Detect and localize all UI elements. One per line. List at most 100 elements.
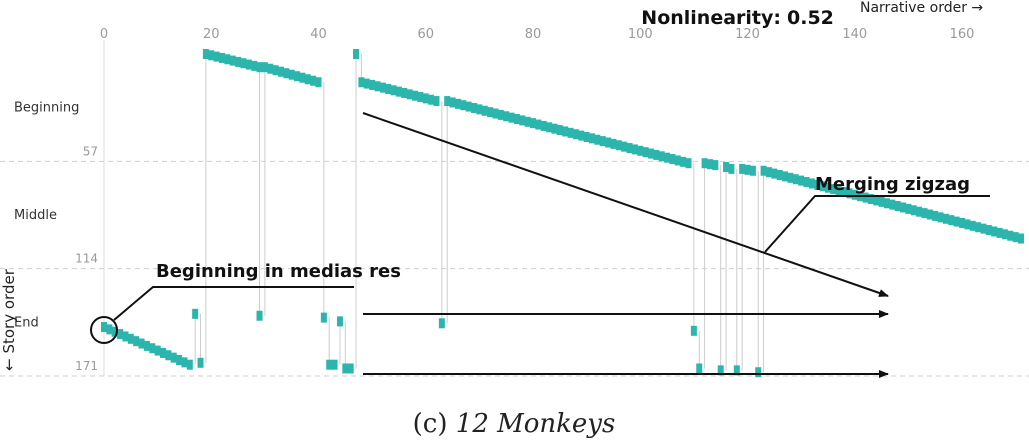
scene-point [733,365,740,376]
scene-point [851,189,858,200]
scene-point [808,178,815,189]
scene-point [342,363,349,374]
x-tick-label: 100 [628,27,653,42]
scene-point [336,316,343,327]
scene-point [508,112,515,123]
scene-point [846,188,853,199]
scene-point [154,345,161,356]
scene-point [685,158,692,169]
scene-point [631,144,638,155]
scene-point [583,131,590,142]
scene-point [310,75,317,86]
annotation-medias-res-text: Beginning in medias res [156,261,401,282]
scene-point [562,126,569,137]
scene-point [739,163,746,174]
scene-point [283,68,290,79]
scene-point [379,82,386,93]
scene-point [551,123,558,134]
scene-point [588,133,595,144]
scene-point [765,167,772,178]
figure-caption: (c) 12 Monkeys [413,409,616,439]
scene-point [1018,233,1024,244]
scene-point [975,222,982,233]
scene-point [824,182,831,193]
scene-point [326,359,333,370]
scene-point [358,77,365,88]
scene-point [524,116,531,127]
scene-point [224,54,231,65]
scene-point [905,203,912,214]
scene-point [755,367,762,378]
scene-point [658,151,665,162]
scene-point [406,89,413,100]
arrow-merging-trend [362,112,889,297]
scene-point [841,186,848,197]
scene-point [492,108,499,119]
scene-point [647,148,654,159]
scene-point [165,350,172,361]
scene-point [122,331,129,342]
scene-point [1001,229,1008,240]
scene-point [417,92,424,103]
act-label: Middle [14,208,57,223]
scene-point [985,225,992,236]
scene-point [385,83,392,94]
scene-point [996,227,1003,238]
scene-point [186,359,193,370]
act-labels: Beginning Middle End [14,101,79,331]
scene-point [149,343,156,354]
scene-point [594,134,601,145]
scene-point [159,347,166,358]
scene-point [294,71,301,82]
scene-point [991,226,998,237]
x-tick-label: 120 [735,27,760,42]
scene-point [176,354,183,365]
y-tick-label: 171 [75,359,98,373]
scene-point [347,363,354,374]
scene-point [615,140,622,151]
scene-point [454,98,461,109]
scene-point [744,164,751,175]
scene-point [706,159,713,170]
scene-point [572,129,579,140]
scene-points [101,49,1024,378]
y-axis-ticks: 57 114 171 [75,144,98,373]
y-tick-label: 57 [83,144,98,158]
scene-point [664,152,671,163]
x-tick-label: 80 [525,27,542,42]
x-tick-label: 140 [842,27,867,42]
scene-point [444,96,451,107]
scene-point [578,130,585,141]
scene-point [267,63,274,74]
scene-point [969,220,976,231]
scene-point [653,149,660,160]
scene-point [792,174,799,185]
act-label: Beginning [14,101,79,116]
scene-point [1007,230,1014,241]
scene-point [487,107,494,118]
scene-point [674,155,681,166]
scene-point [798,175,805,186]
scene-point [782,171,789,182]
scene-point [497,109,504,120]
scene-point [948,215,955,226]
scene-point [519,115,526,126]
scene-point [712,160,719,171]
scene-point [530,118,537,129]
scene-point [873,195,880,206]
caption-title: 12 Monkeys [456,409,616,439]
annotation-circle [90,316,118,344]
scene-point [503,111,510,122]
scene-point [438,318,445,329]
scene-point [883,198,890,209]
scene-point [1012,232,1019,243]
x-tick-label: 60 [417,27,434,42]
scene-point [476,104,483,115]
scene-point [235,56,242,67]
scene-point [202,49,209,59]
scene-point [535,119,542,130]
scene-point [680,156,687,167]
scene-point [942,213,949,224]
scene-point [197,357,204,368]
